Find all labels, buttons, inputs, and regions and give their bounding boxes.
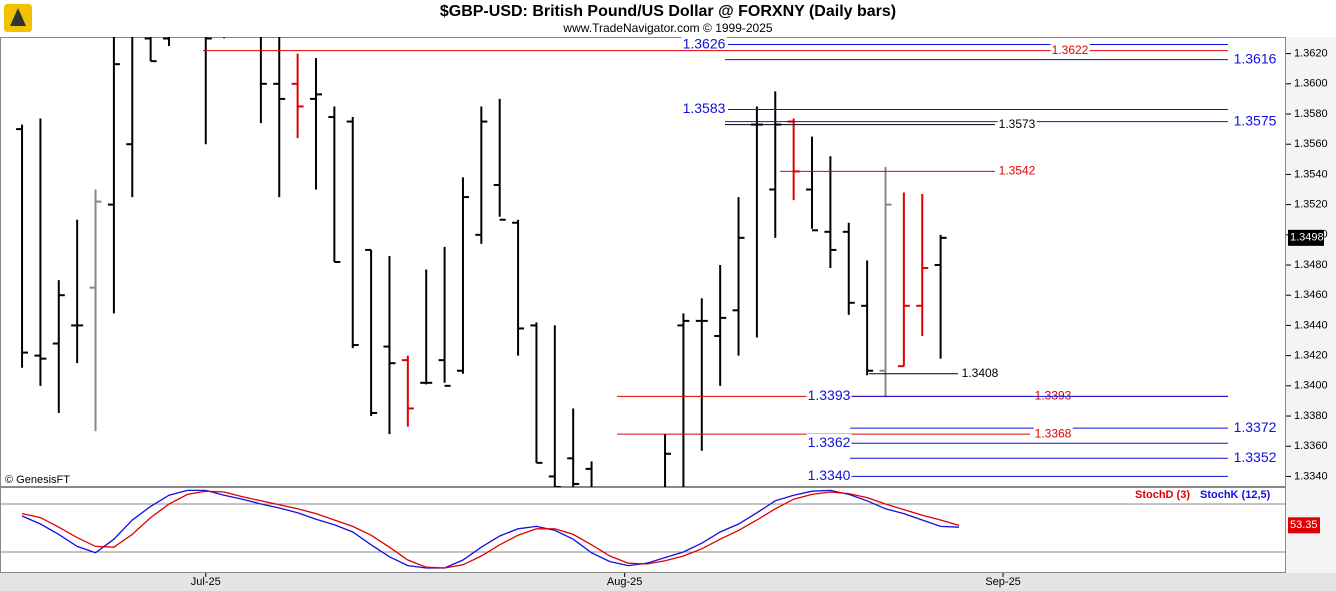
level-label-bg: [806, 433, 852, 450]
legend-entry: StochK (12,5): [1200, 489, 1271, 501]
y-tick-label: 1.3360: [1294, 440, 1328, 452]
y-tick-label: 1.3560: [1294, 138, 1328, 150]
main-panel-frame: [0, 37, 1286, 487]
level-label: 1.3616: [1234, 50, 1277, 66]
level-label: 1.3573: [999, 117, 1036, 131]
x-tick-label: Aug-25: [607, 576, 642, 588]
level-label: 1.3368: [1035, 426, 1072, 440]
level-label-bg: [997, 163, 1037, 178]
level-label-bg: [1050, 42, 1090, 57]
legend-entry: StochD (3): [1135, 489, 1190, 501]
y-tick-label: 1.3440: [1294, 319, 1328, 331]
y-tick-label: 1.3460: [1294, 289, 1328, 301]
last-stoch-label: 53.35: [1290, 519, 1318, 531]
level-label-bg: [1232, 50, 1278, 67]
price-axis-band: [1286, 37, 1336, 573]
last-stoch-box: [1288, 517, 1320, 534]
last-price-box: [1288, 229, 1324, 246]
level-label-bg: [806, 467, 852, 484]
level-label: 1.3393: [1035, 389, 1072, 403]
y-tick-label: 1.3380: [1294, 410, 1328, 422]
y-tick-label: 1.3600: [1294, 78, 1328, 90]
level-label: 1.3352: [1234, 449, 1277, 465]
level-label: 1.3583: [683, 100, 726, 116]
y-tick-label: 1.3520: [1294, 199, 1328, 211]
level-label-bg: [1232, 112, 1278, 129]
y-tick-label: 1.3620: [1294, 48, 1328, 60]
chart-subtitle: www.TradeNavigator.com © 1999-2025: [562, 21, 772, 35]
watermark: © GenesisFT: [5, 474, 70, 486]
level-label: 1.3393: [808, 387, 851, 403]
logo: [4, 4, 32, 32]
level-label-bg: [806, 387, 852, 404]
x-tick-label: Sep-25: [985, 576, 1020, 588]
level-label: 1.3542: [999, 164, 1036, 178]
level-label: 1.3408: [962, 366, 999, 380]
price-plot: 1.3626 1.3622 1.3616 1.3583 1.3575 1.3573 1.35…: [16, 35, 1278, 487]
level-label-bg: [1033, 426, 1073, 441]
level-label: 1.3372: [1234, 419, 1277, 435]
level-label-bg: [681, 37, 727, 52]
level-label-bg: [1232, 418, 1278, 435]
y-tick-label: 1.3420: [1294, 350, 1328, 362]
y-tick-label: 1.3480: [1294, 259, 1328, 271]
stoch-panel-frame: [0, 487, 1286, 573]
level-label-bg: [681, 100, 727, 117]
level-label-bg: [1033, 388, 1073, 403]
level-label: 1.3575: [1234, 112, 1277, 128]
stoch-plot: [0, 489, 1286, 569]
level-label: 1.3362: [808, 434, 851, 450]
x-axis-band: [0, 573, 1336, 591]
level-label-bg: [997, 116, 1037, 131]
last-price-label: 1.3498: [1290, 232, 1324, 244]
level-label-bg: [960, 365, 1000, 380]
level-label: 1.3622: [1052, 43, 1089, 57]
x-tick-label: Jul-25: [191, 576, 221, 588]
y-tick-label: 1.3400: [1294, 380, 1328, 392]
stoch-line: [21, 489, 960, 569]
y-tick-label: 1.3340: [1294, 470, 1328, 482]
y-tick-label: 1.3540: [1294, 168, 1328, 180]
level-label-bg: [1232, 449, 1278, 466]
y-tick-label: 1.3580: [1294, 108, 1328, 120]
chart-title: $GBP-USD: British Pound/US Dollar @ FORX…: [440, 3, 896, 20]
level-label: 1.3626: [683, 35, 726, 51]
level-label: 1.3340: [808, 467, 851, 483]
stoch-line: [21, 490, 960, 569]
